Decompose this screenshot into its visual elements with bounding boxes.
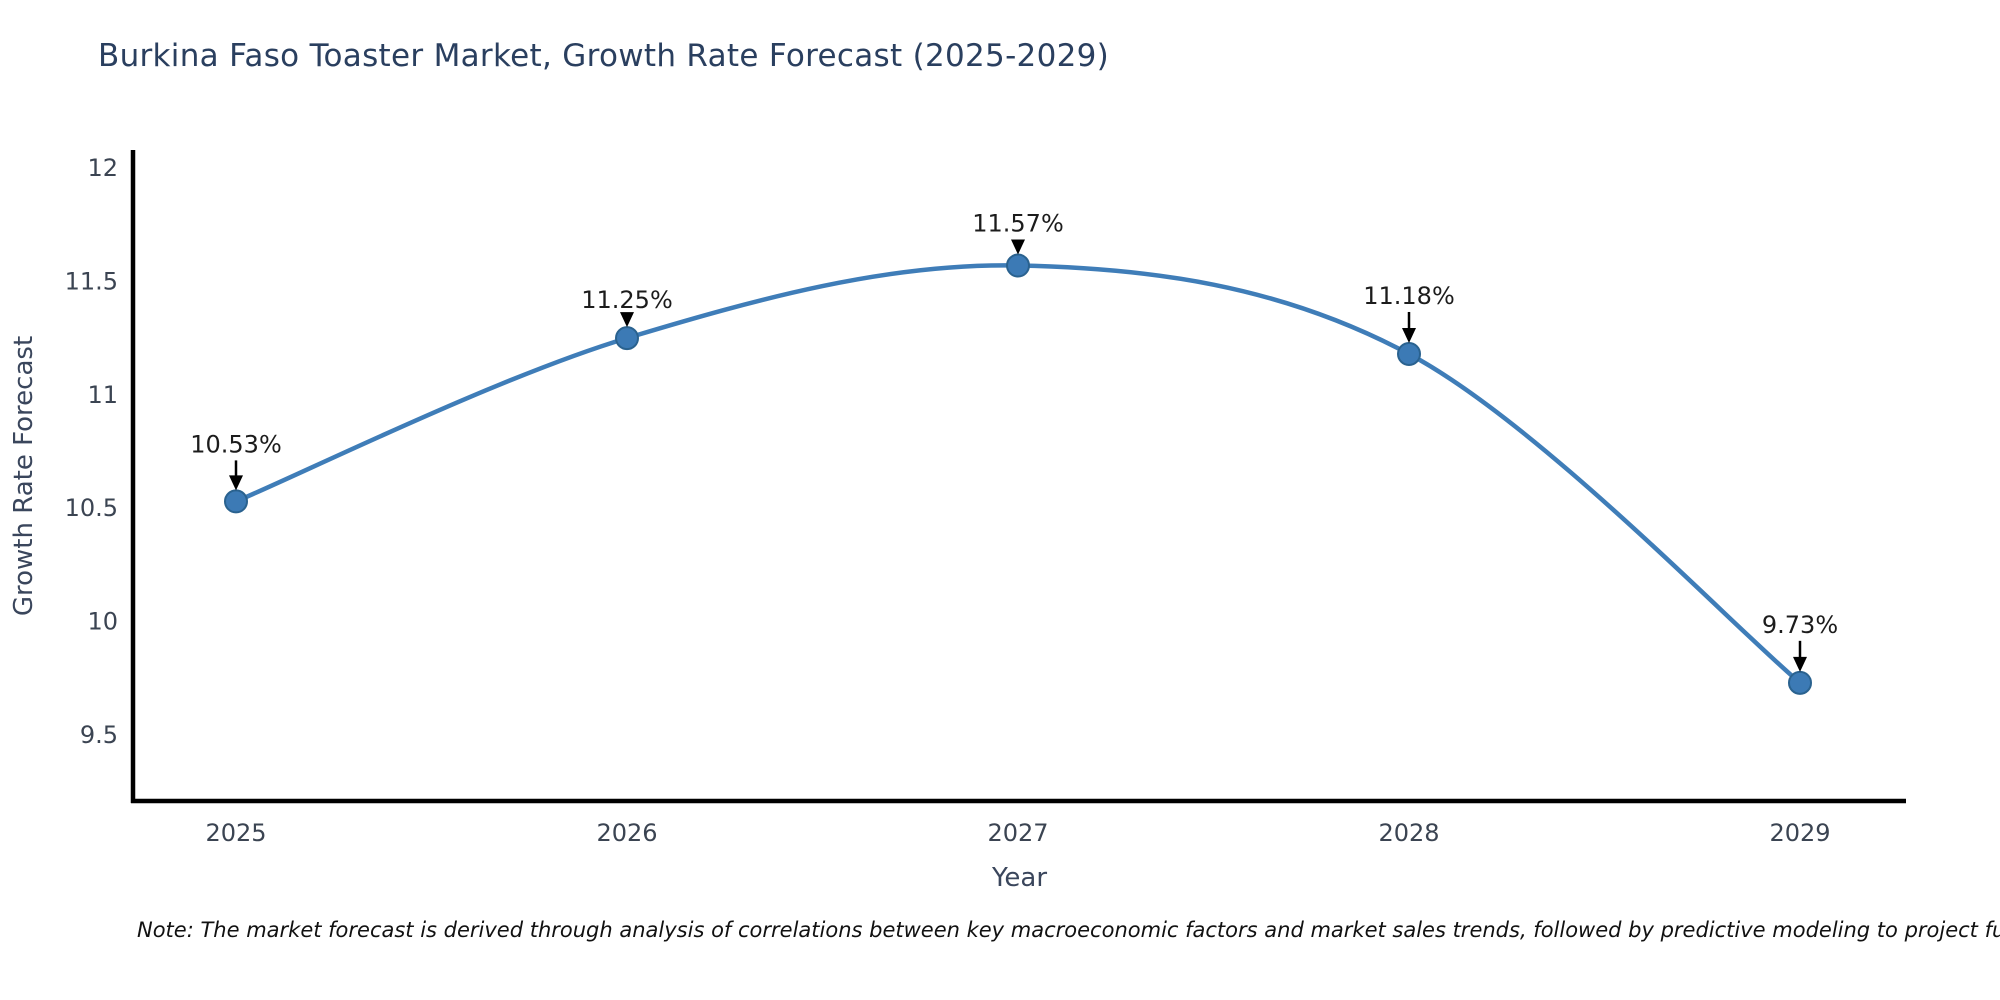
point-label: 11.18% — [1363, 282, 1455, 310]
point-label: 9.73% — [1762, 611, 1838, 639]
data-point-2028 — [1397, 341, 1421, 366]
annotation-arrowhead-icon — [229, 475, 243, 491]
x-axis-title: Year — [991, 863, 1047, 893]
x-tick-label: 2026 — [596, 819, 657, 847]
x-tick-label: 2027 — [987, 819, 1048, 847]
point-label: 11.25% — [581, 286, 673, 314]
footnote-text: Note: The market forecast is derived thr… — [137, 918, 2000, 942]
y-tick-label: 11.5 — [65, 267, 118, 295]
annotation-arrowhead-icon — [1793, 656, 1807, 672]
x-tick-label: 2029 — [1769, 819, 1830, 847]
y-tick-label: 10.5 — [65, 494, 118, 522]
data-point-2026 — [615, 326, 639, 351]
chart-title: Burkina Faso Toaster Market, Growth Rate… — [98, 38, 1110, 74]
y-tick-label: 12 — [87, 154, 118, 182]
annotation-arrowhead-icon — [620, 312, 634, 328]
annotation-arrowhead-icon — [1011, 239, 1025, 255]
point-label: 10.53% — [190, 430, 282, 458]
y-tick-label: 11 — [87, 381, 118, 409]
forecast-line — [233, 263, 1803, 686]
x-tick-label: 2028 — [1378, 819, 1439, 847]
data-point-2027 — [1006, 253, 1030, 278]
y-tick-label: 10 — [87, 608, 118, 636]
point-label: 11.57% — [972, 210, 1064, 238]
x-tick-label: 2025 — [205, 819, 266, 847]
y-axis-title: Growth Rate Forecast — [9, 336, 39, 616]
data-point-2029 — [1788, 670, 1812, 695]
data-point-2025 — [224, 489, 248, 514]
y-tick-label: 9.5 — [80, 721, 118, 749]
annotation-arrowhead-icon — [1402, 327, 1416, 343]
